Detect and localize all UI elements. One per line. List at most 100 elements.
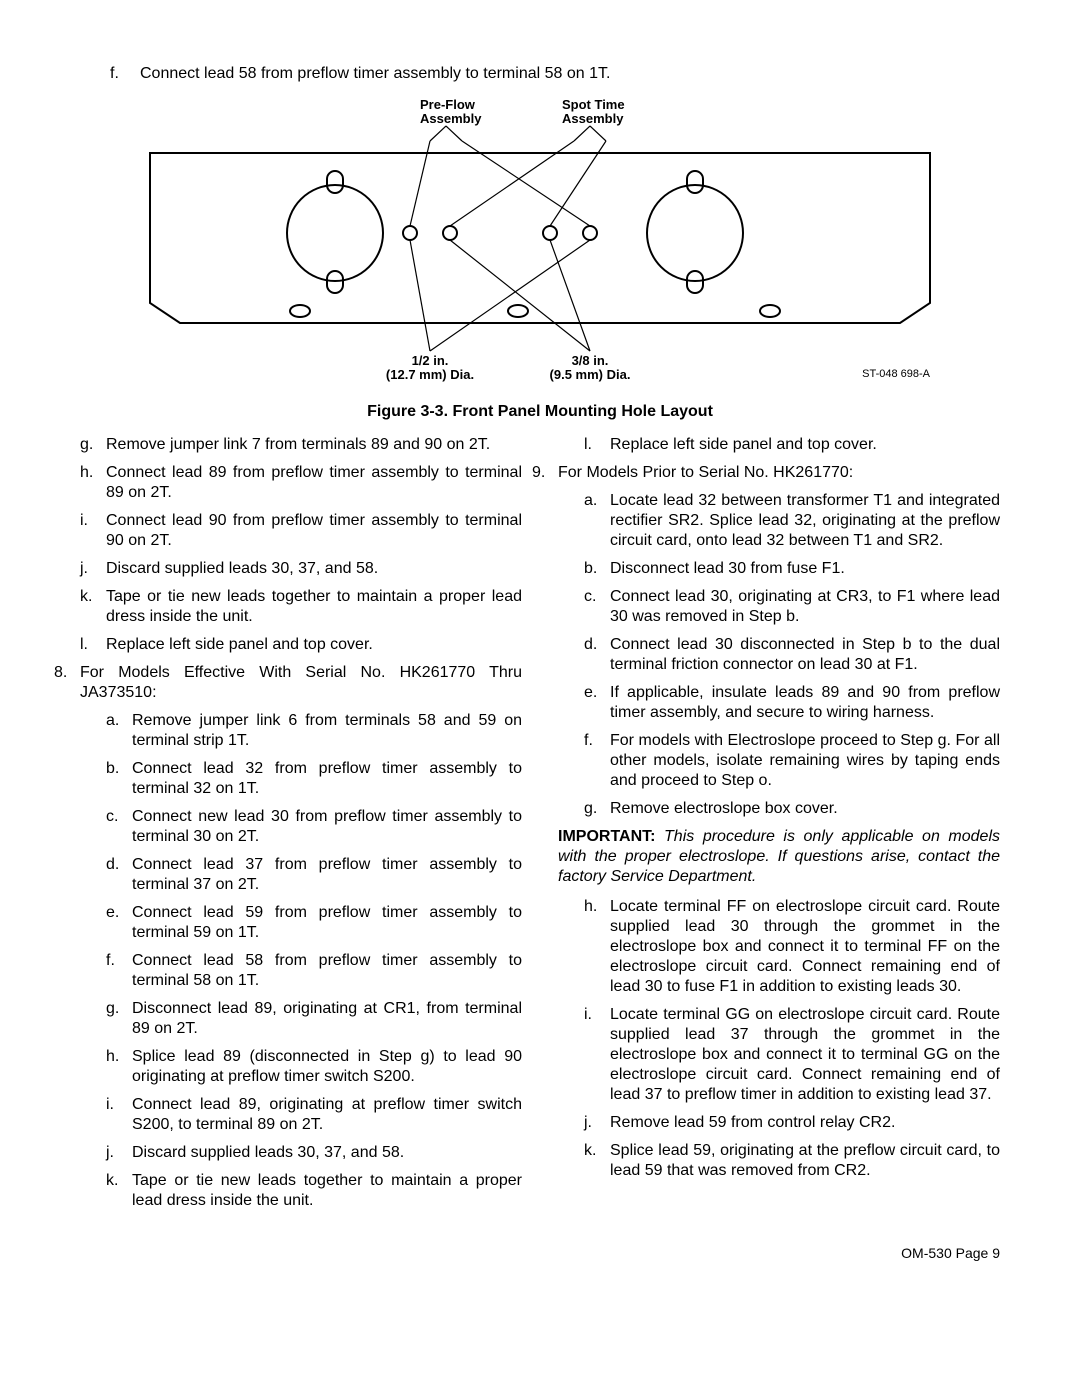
list-text: Discard supplied leads 30, 37, and 58. bbox=[132, 1143, 522, 1163]
intro-step-f: f. Connect lead 58 from preflow timer as… bbox=[110, 65, 1000, 83]
list-text: Connect lead 89 from preflow timer assem… bbox=[106, 463, 522, 503]
list-item: h.Locate terminal FF on electroslope cir… bbox=[584, 897, 1000, 997]
list-item: j.Discard supplied leads 30, 37, and 58. bbox=[80, 559, 522, 579]
list-text: For Models Effective With Serial No. HK2… bbox=[80, 663, 522, 703]
list-item: l.Replace left side panel and top cover. bbox=[584, 435, 1000, 455]
list-marker: i. bbox=[584, 1005, 610, 1105]
page-footer: OM-530 Page 9 bbox=[80, 1245, 1000, 1261]
figure-3-3: Pre-Flow Assembly Spot Time Assembly bbox=[80, 93, 1000, 393]
important-note: IMPORTANT: This procedure is only applic… bbox=[558, 827, 1000, 887]
svg-text:Assembly: Assembly bbox=[420, 111, 482, 126]
list-marker: h. bbox=[80, 463, 106, 503]
list-item: k.Tape or tie new leads together to main… bbox=[80, 587, 522, 627]
list-marker: f. bbox=[106, 951, 132, 991]
page: f. Connect lead 58 from preflow timer as… bbox=[0, 0, 1080, 1301]
list-item: c.Connect new lead 30 from preflow timer… bbox=[106, 807, 522, 847]
list-item: g.Disconnect lead 89, originating at CR1… bbox=[106, 999, 522, 1039]
list-item: f.Connect lead 58 from preflow timer ass… bbox=[106, 951, 522, 991]
list-text: Connect lead 90 from preflow timer assem… bbox=[106, 511, 522, 551]
list-marker: j. bbox=[584, 1113, 610, 1133]
list-text: Connect lead 58 from preflow timer assem… bbox=[132, 951, 522, 991]
list-item: d.Connect lead 30 disconnected in Step b… bbox=[584, 635, 1000, 675]
figure-caption: Figure 3-3. Front Panel Mounting Hole La… bbox=[80, 403, 1000, 421]
list-item: k.Splice lead 59, originating at the pre… bbox=[584, 1141, 1000, 1181]
list-marker: 9. bbox=[532, 463, 558, 483]
list-marker: e. bbox=[106, 903, 132, 943]
list-marker: d. bbox=[584, 635, 610, 675]
list-marker: a. bbox=[584, 491, 610, 551]
list-text: Locate lead 32 between transformer T1 an… bbox=[610, 491, 1000, 551]
list-item: i.Locate terminal GG on electroslope cir… bbox=[584, 1005, 1000, 1105]
svg-text:Spot Time: Spot Time bbox=[562, 97, 625, 112]
list-item: b.Connect lead 32 from preflow timer ass… bbox=[106, 759, 522, 799]
list-item: k.Tape or tie new leads together to main… bbox=[106, 1171, 522, 1211]
svg-text:(9.5 mm) Dia.: (9.5 mm) Dia. bbox=[550, 367, 631, 382]
list-item: j.Remove lead 59 from control relay CR2. bbox=[584, 1113, 1000, 1133]
list-text: Locate terminal FF on electroslope circu… bbox=[610, 897, 1000, 997]
list-marker: l. bbox=[80, 635, 106, 655]
list-item: a.Locate lead 32 between transformer T1 … bbox=[584, 491, 1000, 551]
list-marker: j. bbox=[106, 1143, 132, 1163]
important-label: IMPORTANT: bbox=[558, 828, 655, 845]
list-marker: f. bbox=[110, 65, 140, 83]
svg-text:3/8 in.: 3/8 in. bbox=[572, 353, 609, 368]
list-marker: f. bbox=[584, 731, 610, 791]
list-item: i.Connect lead 89, originating at preflo… bbox=[106, 1095, 522, 1135]
list-marker: c. bbox=[584, 587, 610, 627]
left-column: g.Remove jumper link 7 from terminals 89… bbox=[80, 435, 522, 1219]
list-text: Connect lead 30, originating at CR3, to … bbox=[610, 587, 1000, 627]
list-marker: c. bbox=[106, 807, 132, 847]
list-marker: e. bbox=[584, 683, 610, 723]
list-marker: a. bbox=[106, 711, 132, 751]
list-item: g.Remove jumper link 7 from terminals 89… bbox=[80, 435, 522, 455]
list-marker: b. bbox=[584, 559, 610, 579]
step-9: 9. For Models Prior to Serial No. HK2617… bbox=[532, 463, 1000, 483]
list-item: i.Connect lead 90 from preflow timer ass… bbox=[80, 511, 522, 551]
list-text: Remove electroslope box cover. bbox=[610, 799, 1000, 819]
svg-text:ST-048 698-A: ST-048 698-A bbox=[862, 368, 931, 380]
list-text: Connect lead 58 from preflow timer assem… bbox=[140, 65, 1000, 83]
list-text: Connect lead 37 from preflow timer assem… bbox=[132, 855, 522, 895]
list-text: Tape or tie new leads together to mainta… bbox=[106, 587, 522, 627]
step-8: 8. For Models Effective With Serial No. … bbox=[54, 663, 522, 703]
list-marker: i. bbox=[106, 1095, 132, 1135]
list-text: For models with Electroslope proceed to … bbox=[610, 731, 1000, 791]
svg-text:Pre-Flow: Pre-Flow bbox=[420, 97, 476, 112]
list-item: e.If applicable, insulate leads 89 and 9… bbox=[584, 683, 1000, 723]
list-marker: h. bbox=[584, 897, 610, 997]
right-column: l.Replace left side panel and top cover.… bbox=[558, 435, 1000, 1219]
list-item: b.Disconnect lead 30 from fuse F1. bbox=[584, 559, 1000, 579]
list-text: Connect lead 32 from preflow timer assem… bbox=[132, 759, 522, 799]
list-marker: j. bbox=[80, 559, 106, 579]
list-text: If applicable, insulate leads 89 and 90 … bbox=[610, 683, 1000, 723]
list-item: d.Connect lead 37 from preflow timer ass… bbox=[106, 855, 522, 895]
list-item: h.Splice lead 89 (disconnected in Step g… bbox=[106, 1047, 522, 1087]
list-text: Connect new lead 30 from preflow timer a… bbox=[132, 807, 522, 847]
svg-text:(12.7 mm) Dia.: (12.7 mm) Dia. bbox=[386, 367, 474, 382]
content-columns: g.Remove jumper link 7 from terminals 89… bbox=[80, 435, 1000, 1219]
list-item: g.Remove electroslope box cover. bbox=[584, 799, 1000, 819]
list-item: j.Discard supplied leads 30, 37, and 58. bbox=[106, 1143, 522, 1163]
front-panel-diagram: Pre-Flow Assembly Spot Time Assembly bbox=[130, 93, 950, 393]
list-text: Connect lead 30 disconnected in Step b t… bbox=[610, 635, 1000, 675]
list-text: Tape or tie new leads together to mainta… bbox=[132, 1171, 522, 1211]
list-item: l.Replace left side panel and top cover. bbox=[80, 635, 522, 655]
list-item: e.Connect lead 59 from preflow timer ass… bbox=[106, 903, 522, 943]
list-text: Replace left side panel and top cover. bbox=[610, 435, 1000, 455]
list-text: Replace left side panel and top cover. bbox=[106, 635, 522, 655]
list-marker: h. bbox=[106, 1047, 132, 1087]
list-marker: i. bbox=[80, 511, 106, 551]
list-text: For Models Prior to Serial No. HK261770: bbox=[558, 463, 1000, 483]
list-text: Remove jumper link 6 from terminals 58 a… bbox=[132, 711, 522, 751]
list-marker: k. bbox=[80, 587, 106, 627]
list-item: c.Connect lead 30, originating at CR3, t… bbox=[584, 587, 1000, 627]
svg-text:Assembly: Assembly bbox=[562, 111, 624, 126]
list-item: h.Connect lead 89 from preflow timer ass… bbox=[80, 463, 522, 503]
list-marker: b. bbox=[106, 759, 132, 799]
list-item: f.For models with Electroslope proceed t… bbox=[584, 731, 1000, 791]
list-text: Splice lead 59, originating at the prefl… bbox=[610, 1141, 1000, 1181]
list-text: Disconnect lead 89, originating at CR1, … bbox=[132, 999, 522, 1039]
list-text: Disconnect lead 30 from fuse F1. bbox=[610, 559, 1000, 579]
list-marker: l. bbox=[584, 435, 610, 455]
list-text: Remove jumper link 7 from terminals 89 a… bbox=[106, 435, 522, 455]
